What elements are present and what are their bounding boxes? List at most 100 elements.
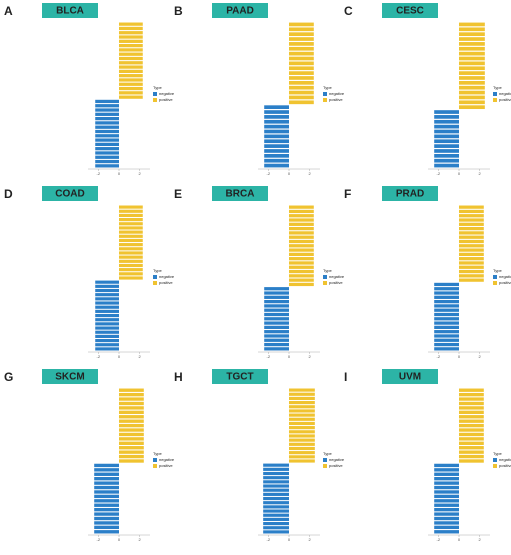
bar [263,496,289,501]
bar [94,525,119,530]
legend-swatch [323,92,327,96]
legend-swatch [493,98,497,102]
bar [95,305,119,309]
bar [119,86,143,91]
bar [459,397,484,401]
panel-letter: E [174,187,182,201]
bar [289,261,314,265]
bar [94,499,119,503]
bar [459,51,485,56]
bar [459,428,484,432]
legend-label: negative [499,457,511,462]
bar [119,56,143,61]
bar [459,90,485,95]
bar [289,274,314,278]
title-box [382,186,438,201]
bar [289,214,314,218]
bar [289,22,314,27]
bar [459,450,484,454]
bar [95,313,119,318]
bar [289,434,315,438]
legend-swatch [153,98,157,102]
bar [119,43,143,48]
bar [119,31,143,35]
x-tick-label: -2 [97,354,101,359]
bar [94,507,119,512]
x-tick-label: 2 [479,171,482,176]
bar [459,278,484,282]
bar [434,115,459,119]
legend-title: Type [323,268,332,273]
bar [94,468,119,472]
bar [119,61,143,65]
bar [434,507,459,512]
bar [434,525,459,530]
bar [434,124,459,129]
bar [434,163,459,168]
bar [94,494,119,499]
bar [119,410,144,415]
panel-title: SKCM [55,372,84,383]
bar [119,35,143,39]
bar [264,330,289,334]
legend-swatch [153,464,157,468]
legend-swatch [153,92,157,96]
bar [95,142,119,147]
bar [289,27,314,32]
bar [95,134,119,138]
bar [264,295,289,299]
bar [289,430,315,434]
bar [263,476,289,480]
title-box [42,369,98,384]
bar [95,125,119,129]
bar [119,401,144,406]
bar [459,71,485,75]
x-tick-label: 0 [458,171,461,176]
x-tick-label: 0 [118,354,121,359]
bar [95,104,119,108]
bar [289,459,315,463]
bar [263,530,289,534]
bar [434,330,459,334]
bar [95,288,119,293]
bar [459,446,484,450]
bar [459,388,484,392]
bar [95,129,119,134]
x-tick-label: 2 [309,354,312,359]
bar [289,205,314,209]
bar [119,230,143,234]
bar [264,299,289,304]
bar [94,512,119,516]
x-tick-label: -2 [267,171,271,176]
bar [434,299,459,304]
bar [263,467,289,471]
bar [434,347,459,351]
x-tick-label: 2 [309,171,312,176]
bar [119,415,144,419]
bar [263,488,289,492]
legend-label: negative [499,274,511,279]
legend-title: Type [323,85,332,90]
bar [459,432,484,437]
bar [459,441,484,445]
x-tick-label: 2 [139,354,142,359]
panel-title: PAAD [226,6,254,17]
bar [119,432,144,437]
bar [459,265,484,269]
bar [434,512,459,516]
bar [459,95,485,100]
bar [459,459,484,463]
bar [459,252,484,257]
bar [94,521,119,525]
legend-swatch [323,275,327,279]
bar [95,112,119,116]
bar [289,46,314,51]
bar [459,410,484,415]
bar [459,222,484,226]
legend-swatch [493,464,497,468]
bar [119,91,143,95]
bar [119,205,143,209]
